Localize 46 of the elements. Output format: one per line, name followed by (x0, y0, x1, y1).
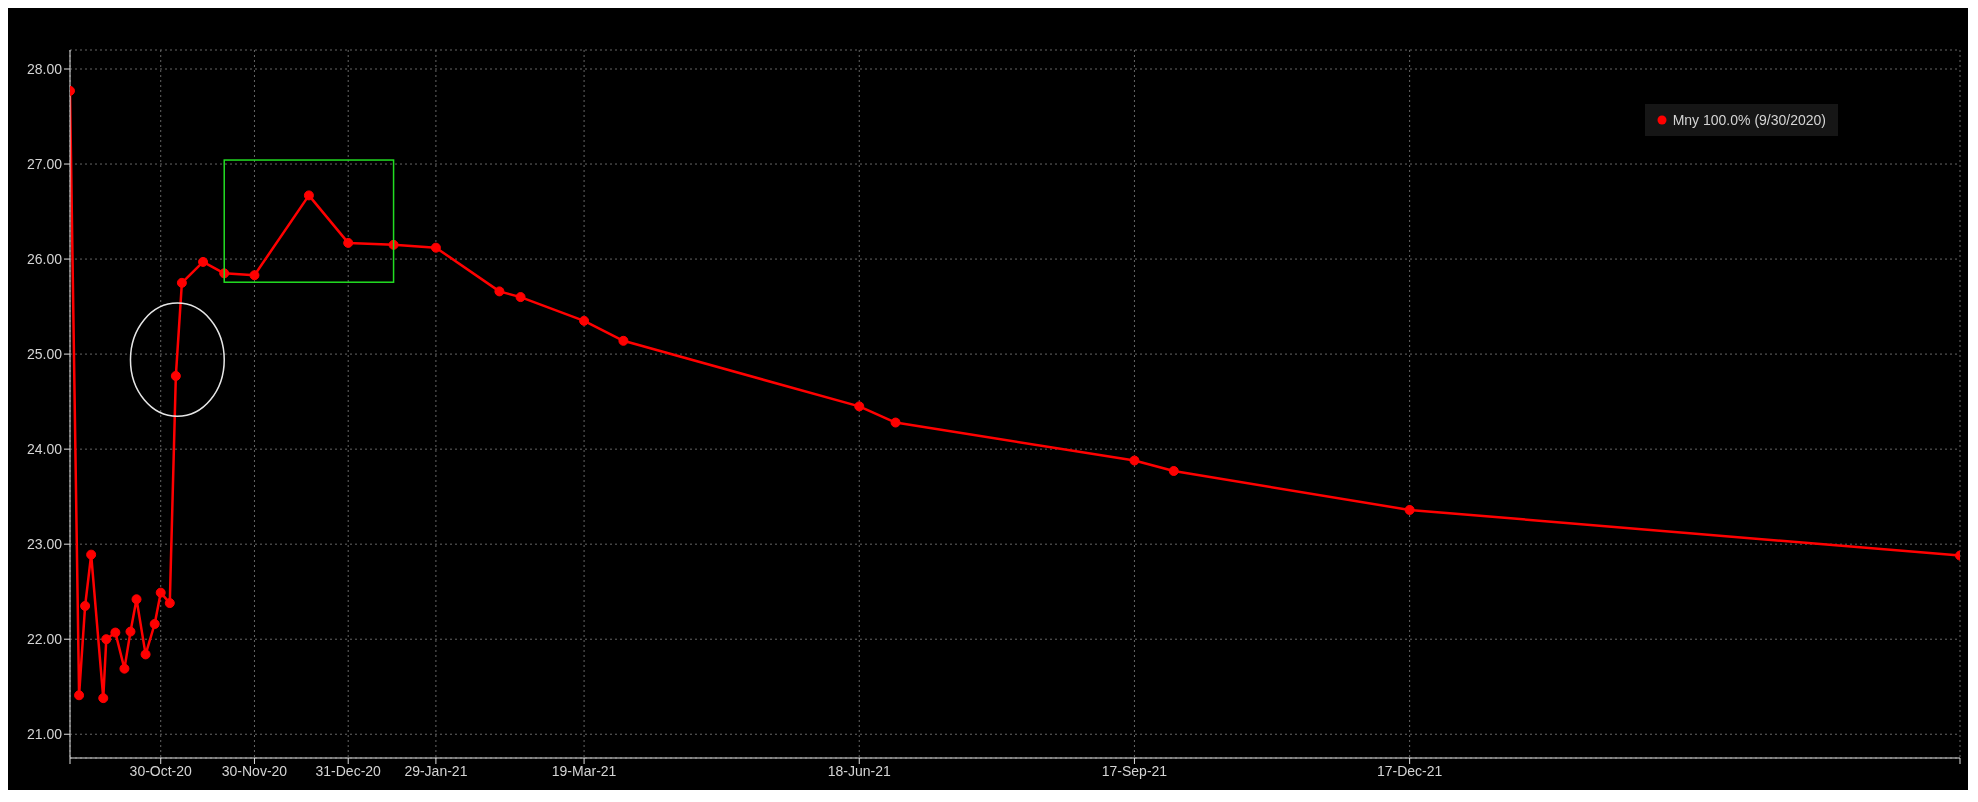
x-tick-label: 30-Oct-20 (129, 762, 193, 779)
point (125, 626, 136, 637)
point (110, 627, 121, 638)
x-tick-label: 19-Mar-21 (551, 762, 617, 779)
x-tick-label: 29-Jan-21 (404, 762, 468, 779)
point (131, 594, 142, 605)
point (1129, 455, 1140, 466)
point (854, 401, 865, 412)
y-tick-label: 22.00 (26, 631, 63, 648)
y-tick-label: 23.00 (26, 536, 63, 553)
point (249, 270, 260, 281)
legend-label: Mny 100.0% (9/30/2020) (1672, 112, 1826, 128)
point (170, 370, 181, 381)
y-tick-label: 25.00 (26, 346, 63, 363)
x-tick-label: 17-Dec-21 (1376, 762, 1443, 779)
point (303, 190, 314, 201)
point (430, 242, 441, 253)
y-tick-label: 21.00 (26, 726, 63, 743)
y-tick-label: 24.00 (26, 441, 63, 458)
x-tick-label: 18-Jun-21 (827, 762, 891, 779)
point (149, 619, 160, 629)
point (86, 549, 97, 560)
y-tick-label: 27.00 (26, 156, 63, 173)
point (579, 315, 590, 326)
x-tick-label: 30-Nov-20 (221, 762, 288, 779)
point (74, 690, 85, 701)
point (140, 649, 151, 660)
point (890, 417, 901, 428)
point (119, 663, 130, 674)
point (1168, 466, 1179, 476)
point (494, 286, 505, 297)
y-tick-label: 28.00 (26, 60, 63, 77)
point (198, 256, 209, 267)
point (618, 335, 629, 346)
point (155, 587, 166, 598)
point (80, 600, 91, 611)
point (101, 634, 112, 645)
point (176, 277, 187, 288)
point (515, 292, 526, 303)
point (164, 598, 175, 609)
x-tick-label: 17-Sep-21 (1101, 762, 1168, 779)
y-tick-label: 26.00 (26, 251, 63, 268)
x-tick-label: 31-Dec-20 (315, 762, 382, 779)
point (98, 693, 109, 704)
point (1404, 504, 1415, 515)
point (343, 237, 354, 248)
